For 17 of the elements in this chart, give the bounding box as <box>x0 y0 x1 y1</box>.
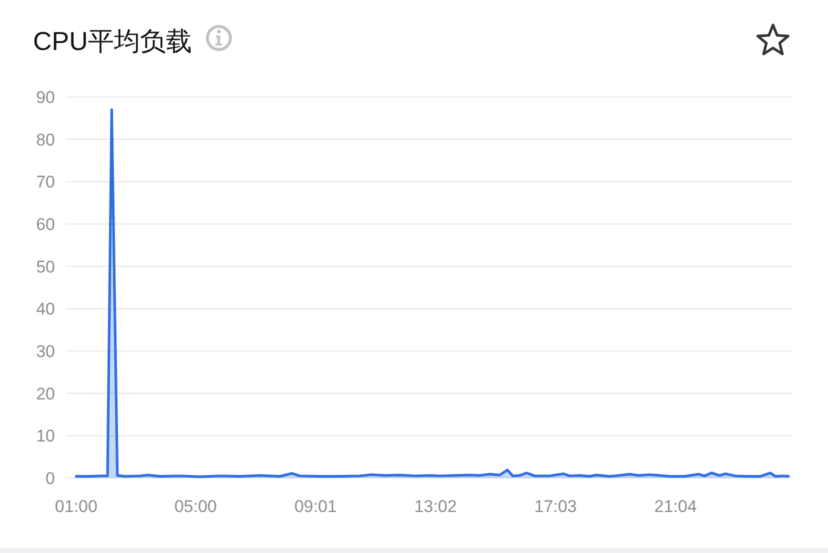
y-tick-label: 10 <box>36 426 55 446</box>
x-tick-label: 13:02 <box>414 497 457 516</box>
x-tick-label: 17:03 <box>534 497 577 516</box>
x-tick-label: 05:00 <box>174 497 217 516</box>
y-tick-label: 90 <box>36 88 55 107</box>
y-tick-label: 0 <box>46 469 55 488</box>
y-tick-label: 30 <box>36 342 55 361</box>
y-tick-label: 20 <box>36 384 55 404</box>
x-tick-label: 01:00 <box>54 497 98 516</box>
y-tick-label: 60 <box>36 215 55 234</box>
x-tick-label: 21:04 <box>654 497 697 516</box>
y-tick-label: 40 <box>36 300 55 319</box>
chart-title: CPU平均负载 <box>33 26 192 56</box>
y-tick-label: 50 <box>36 257 55 276</box>
y-tick-label: 70 <box>36 172 55 192</box>
y-tick-label: 80 <box>36 130 55 150</box>
x-tick-label: 09:01 <box>294 497 337 516</box>
